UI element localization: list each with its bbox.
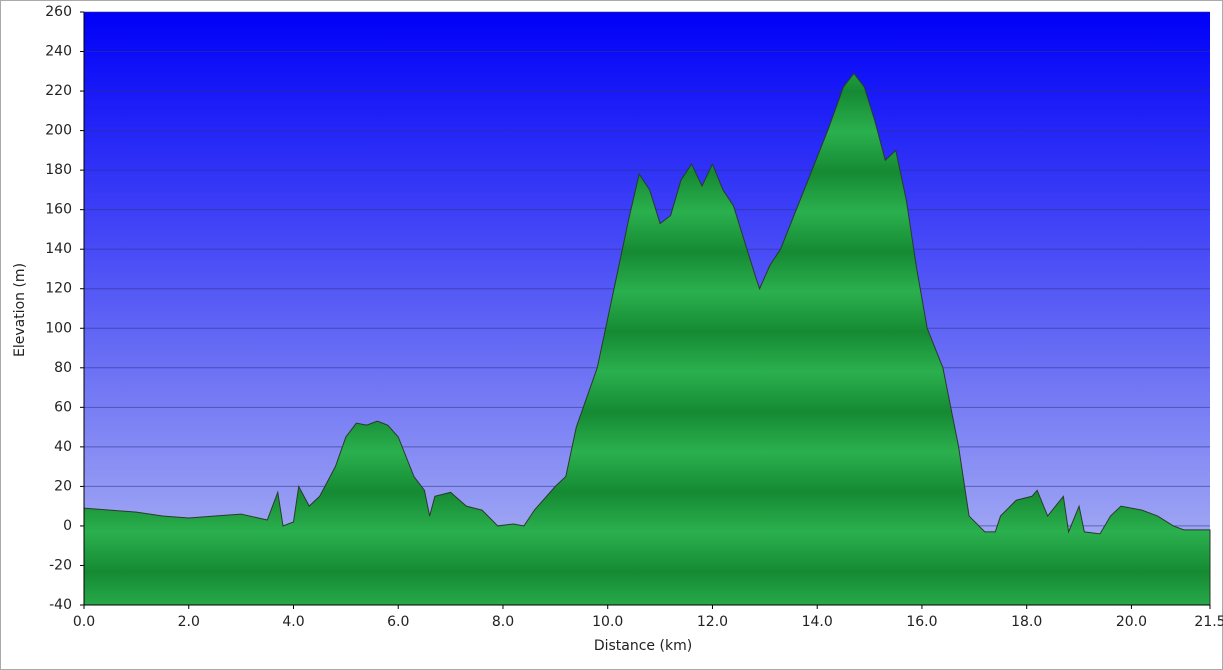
y-tick-label: 0 — [63, 518, 72, 534]
y-tick-label: 20 — [54, 478, 72, 494]
y-tick-label: 80 — [54, 360, 72, 376]
y-tick-label: 120 — [45, 281, 72, 297]
x-tick-label: 4.0 — [282, 614, 304, 630]
x-tick-label: 21.5 — [1194, 614, 1223, 630]
x-tick-label: 10.0 — [592, 614, 623, 630]
y-tick-label: 160 — [45, 202, 72, 218]
y-tick-label: -20 — [49, 557, 72, 573]
y-tick-label: 260 — [45, 4, 72, 20]
x-tick-label: 18.0 — [1011, 614, 1042, 630]
x-tick-label: 20.0 — [1116, 614, 1147, 630]
elevation-area — [83, 72, 1211, 606]
y-tick-label: 140 — [45, 241, 72, 257]
x-axis-title: Distance (km) — [594, 638, 692, 654]
y-tick-label: 240 — [45, 44, 72, 60]
x-tick-label: 2.0 — [178, 614, 200, 630]
x-tick-label: 0.0 — [73, 614, 95, 630]
y-tick-label: 100 — [45, 320, 72, 336]
x-tick-label: 6.0 — [387, 614, 409, 630]
x-tick-label: 16.0 — [906, 614, 937, 630]
y-axis-title: Elevation (m) — [12, 263, 28, 357]
y-tick-label: 40 — [54, 439, 72, 455]
y-tick-label: 180 — [45, 162, 72, 178]
x-tick-label: 12.0 — [697, 614, 728, 630]
y-tick-label: 220 — [45, 83, 72, 99]
y-tick-label: 200 — [45, 123, 72, 139]
y-tick-label: 60 — [54, 399, 72, 415]
x-tick-label: 14.0 — [802, 614, 833, 630]
y-tick-label: -40 — [49, 597, 72, 613]
x-tick-label: 8.0 — [492, 614, 514, 630]
